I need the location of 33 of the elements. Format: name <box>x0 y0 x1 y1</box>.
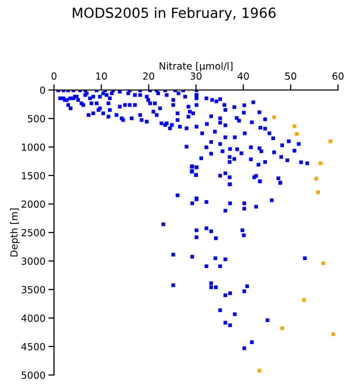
x-tick-label: 50 <box>285 72 296 80</box>
chart-title: MODS2005 in February, 1966 <box>72 7 276 21</box>
y-tick-label: 4500 <box>21 342 46 350</box>
y-axis-title: Depth [m] <box>10 208 20 256</box>
point <box>314 176 318 180</box>
x-tick-label: 10 <box>96 72 107 80</box>
x-tick-label: 30 <box>190 72 202 80</box>
x-tick-label: 40 <box>238 72 249 80</box>
point <box>321 261 326 266</box>
y-tick-label: 500 <box>28 114 46 122</box>
x-axis-title: Nitrate [µmol/l] <box>160 62 232 72</box>
point <box>331 332 336 336</box>
y-tick-label: 0 <box>40 86 46 94</box>
y-tick-label: 2000 <box>22 200 46 208</box>
x-tick-label: 20 <box>143 72 154 80</box>
y-tick-label: 5000 <box>22 371 46 379</box>
point <box>302 298 306 302</box>
point <box>316 190 320 194</box>
point <box>294 132 299 136</box>
point <box>258 368 262 372</box>
y-tick-label: 1000 <box>22 143 46 151</box>
point <box>328 139 332 144</box>
point <box>318 161 322 166</box>
x-tick-label: 60 <box>332 72 344 80</box>
y-tick-label: 3000 <box>22 257 46 265</box>
y-tick-label: 4000 <box>21 314 46 322</box>
point <box>272 115 276 120</box>
point <box>280 326 284 330</box>
y-tick-label: 1500 <box>22 172 46 180</box>
point <box>292 124 296 128</box>
y-tick-label: 2500 <box>22 228 46 236</box>
x-tick-label: 0 <box>52 72 56 80</box>
y-tick-label: 3500 <box>22 286 46 294</box>
